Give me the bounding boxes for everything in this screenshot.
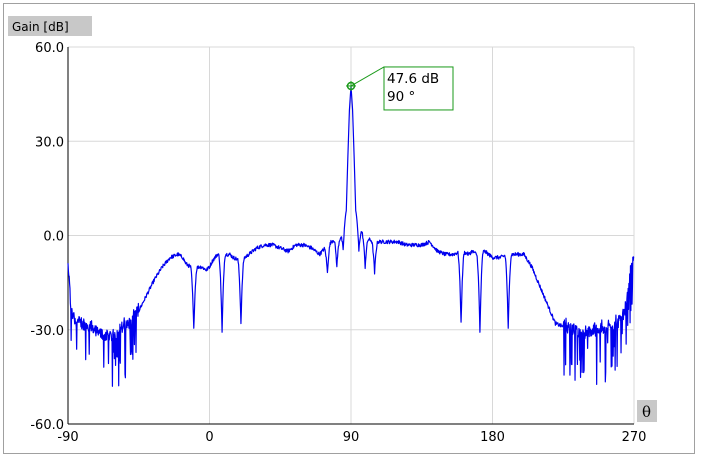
x-tick-label: -90	[57, 430, 78, 445]
marker-leader-line	[350, 66, 385, 87]
marker-annotation-box	[383, 66, 454, 111]
x-axis-label: θ	[642, 403, 651, 421]
grid	[67, 46, 635, 425]
y-tick-label: 30.0	[35, 135, 64, 150]
y-tick-label: 0.0	[43, 230, 64, 245]
x-tick-label: 270	[622, 430, 647, 445]
peak-marker: 47.6 dB 90 °	[346, 66, 454, 111]
x-tick-label: 0	[205, 430, 213, 445]
y-tick-label: -60.0	[30, 418, 64, 433]
marker-angle-label: 90 °	[387, 89, 415, 105]
y-axis-label: Gain [dB]	[12, 20, 69, 34]
x-tick-label: 90	[343, 430, 360, 445]
y-tick-label: 60.0	[35, 41, 64, 56]
marker-gain-label: 47.6 dB	[387, 71, 439, 87]
y-tick-label: -30.0	[30, 324, 64, 339]
y-axis-label-badge: Gain [dB]	[8, 16, 92, 36]
x-axis-label-badge: θ	[637, 400, 657, 422]
x-tick-labels: -90 0 90 180 270	[57, 430, 646, 445]
x-tick-label: 180	[480, 430, 505, 445]
y-tick-labels: 60.0 30.0 0.0 -30.0 -60.0	[30, 41, 64, 433]
